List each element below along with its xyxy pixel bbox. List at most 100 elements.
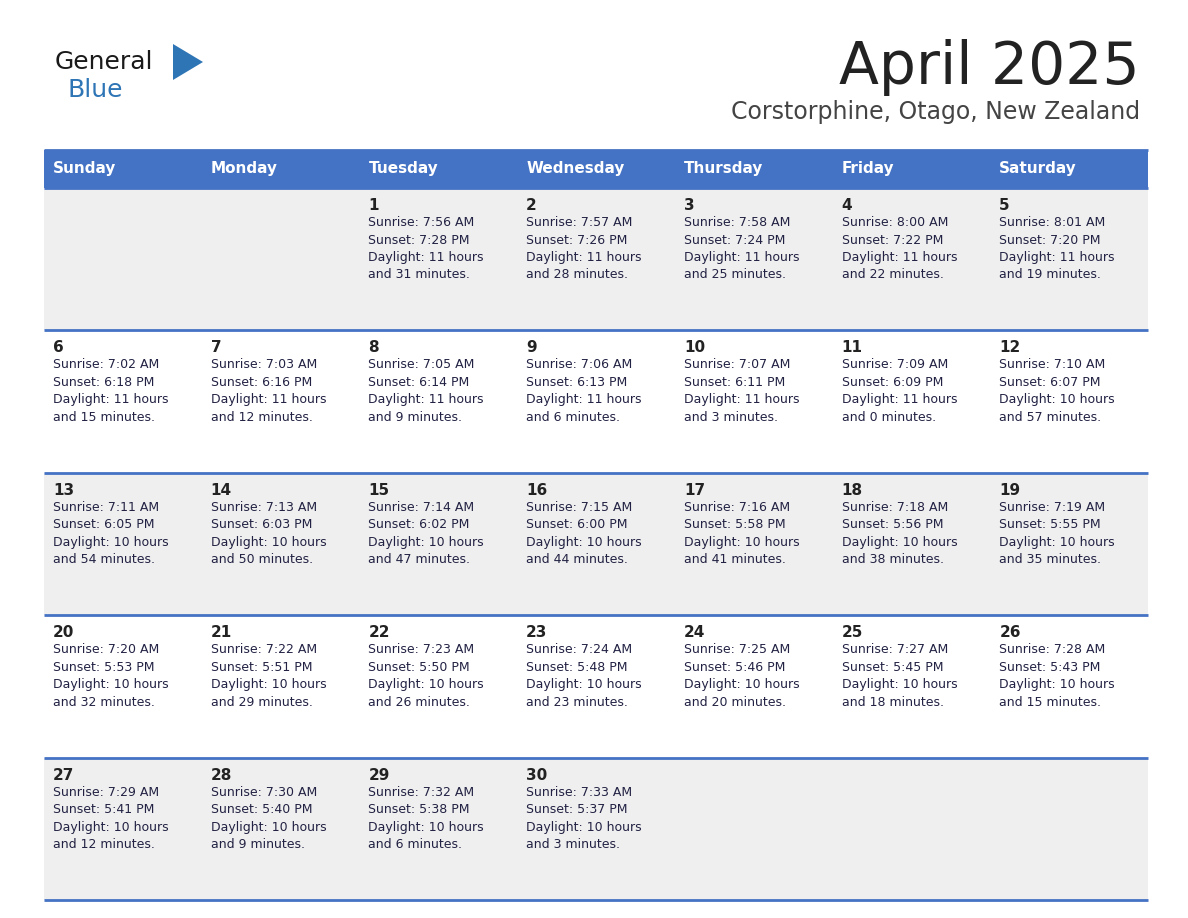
Text: 12: 12 bbox=[999, 341, 1020, 355]
Text: Sunrise: 7:09 AM
Sunset: 6:09 PM
Daylight: 11 hours
and 0 minutes.: Sunrise: 7:09 AM Sunset: 6:09 PM Dayligh… bbox=[841, 358, 958, 424]
Text: 21: 21 bbox=[210, 625, 232, 640]
Text: 26: 26 bbox=[999, 625, 1020, 640]
Bar bbox=[44, 473, 202, 615]
Text: Sunrise: 8:01 AM
Sunset: 7:20 PM
Daylight: 11 hours
and 19 minutes.: Sunrise: 8:01 AM Sunset: 7:20 PM Dayligh… bbox=[999, 216, 1114, 282]
Bar bbox=[44, 757, 202, 900]
Bar bbox=[44, 615, 202, 757]
Text: Friday: Friday bbox=[841, 162, 895, 176]
Text: Sunrise: 7:15 AM
Sunset: 6:00 PM
Daylight: 10 hours
and 44 minutes.: Sunrise: 7:15 AM Sunset: 6:00 PM Dayligh… bbox=[526, 501, 642, 566]
Text: Sunrise: 7:23 AM
Sunset: 5:50 PM
Daylight: 10 hours
and 26 minutes.: Sunrise: 7:23 AM Sunset: 5:50 PM Dayligh… bbox=[368, 644, 484, 709]
Text: Corstorphine, Otago, New Zealand: Corstorphine, Otago, New Zealand bbox=[731, 100, 1140, 124]
Bar bbox=[991, 615, 1148, 757]
Text: 11: 11 bbox=[841, 341, 862, 355]
Bar bbox=[833, 150, 991, 188]
Bar bbox=[991, 757, 1148, 900]
Text: Sunrise: 7:28 AM
Sunset: 5:43 PM
Daylight: 10 hours
and 15 minutes.: Sunrise: 7:28 AM Sunset: 5:43 PM Dayligh… bbox=[999, 644, 1114, 709]
Text: Sunrise: 7:22 AM
Sunset: 5:51 PM
Daylight: 10 hours
and 29 minutes.: Sunrise: 7:22 AM Sunset: 5:51 PM Dayligh… bbox=[210, 644, 327, 709]
Text: Sunrise: 7:13 AM
Sunset: 6:03 PM
Daylight: 10 hours
and 50 minutes.: Sunrise: 7:13 AM Sunset: 6:03 PM Dayligh… bbox=[210, 501, 327, 566]
Text: 24: 24 bbox=[684, 625, 706, 640]
Bar bbox=[202, 473, 360, 615]
Bar bbox=[833, 188, 991, 330]
Text: 20: 20 bbox=[53, 625, 75, 640]
Bar bbox=[991, 473, 1148, 615]
Text: Thursday: Thursday bbox=[684, 162, 763, 176]
Text: 4: 4 bbox=[841, 198, 852, 213]
Text: Saturday: Saturday bbox=[999, 162, 1078, 176]
Bar bbox=[517, 615, 675, 757]
Text: 18: 18 bbox=[841, 483, 862, 498]
Text: Sunrise: 8:00 AM
Sunset: 7:22 PM
Daylight: 11 hours
and 22 minutes.: Sunrise: 8:00 AM Sunset: 7:22 PM Dayligh… bbox=[841, 216, 958, 282]
Text: Sunrise: 7:30 AM
Sunset: 5:40 PM
Daylight: 10 hours
and 9 minutes.: Sunrise: 7:30 AM Sunset: 5:40 PM Dayligh… bbox=[210, 786, 327, 851]
Text: Sunrise: 7:03 AM
Sunset: 6:16 PM
Daylight: 11 hours
and 12 minutes.: Sunrise: 7:03 AM Sunset: 6:16 PM Dayligh… bbox=[210, 358, 327, 424]
Bar bbox=[675, 188, 833, 330]
Bar bbox=[833, 330, 991, 473]
Text: Sunrise: 7:29 AM
Sunset: 5:41 PM
Daylight: 10 hours
and 12 minutes.: Sunrise: 7:29 AM Sunset: 5:41 PM Dayligh… bbox=[53, 786, 169, 851]
Bar bbox=[360, 188, 517, 330]
Bar bbox=[44, 188, 202, 330]
Bar bbox=[991, 188, 1148, 330]
Bar bbox=[202, 150, 360, 188]
Text: 9: 9 bbox=[526, 341, 537, 355]
Bar bbox=[833, 757, 991, 900]
Text: Sunrise: 7:27 AM
Sunset: 5:45 PM
Daylight: 10 hours
and 18 minutes.: Sunrise: 7:27 AM Sunset: 5:45 PM Dayligh… bbox=[841, 644, 958, 709]
Text: 1: 1 bbox=[368, 198, 379, 213]
Text: Sunrise: 7:32 AM
Sunset: 5:38 PM
Daylight: 10 hours
and 6 minutes.: Sunrise: 7:32 AM Sunset: 5:38 PM Dayligh… bbox=[368, 786, 484, 851]
Bar bbox=[675, 757, 833, 900]
Text: Sunrise: 7:57 AM
Sunset: 7:26 PM
Daylight: 11 hours
and 28 minutes.: Sunrise: 7:57 AM Sunset: 7:26 PM Dayligh… bbox=[526, 216, 642, 282]
Bar bbox=[44, 150, 202, 188]
Text: 17: 17 bbox=[684, 483, 704, 498]
Bar bbox=[833, 615, 991, 757]
Bar bbox=[675, 615, 833, 757]
Bar bbox=[517, 188, 675, 330]
Bar bbox=[833, 473, 991, 615]
Bar bbox=[360, 150, 517, 188]
Text: Sunrise: 7:06 AM
Sunset: 6:13 PM
Daylight: 11 hours
and 6 minutes.: Sunrise: 7:06 AM Sunset: 6:13 PM Dayligh… bbox=[526, 358, 642, 424]
Text: 25: 25 bbox=[841, 625, 862, 640]
Bar bbox=[202, 188, 360, 330]
Bar bbox=[360, 615, 517, 757]
Text: Sunrise: 7:02 AM
Sunset: 6:18 PM
Daylight: 11 hours
and 15 minutes.: Sunrise: 7:02 AM Sunset: 6:18 PM Dayligh… bbox=[53, 358, 169, 424]
Text: Sunrise: 7:10 AM
Sunset: 6:07 PM
Daylight: 10 hours
and 57 minutes.: Sunrise: 7:10 AM Sunset: 6:07 PM Dayligh… bbox=[999, 358, 1114, 424]
Text: 2: 2 bbox=[526, 198, 537, 213]
Text: General: General bbox=[55, 50, 153, 74]
Text: Blue: Blue bbox=[67, 78, 122, 102]
Text: Sunrise: 7:19 AM
Sunset: 5:55 PM
Daylight: 10 hours
and 35 minutes.: Sunrise: 7:19 AM Sunset: 5:55 PM Dayligh… bbox=[999, 501, 1114, 566]
Text: Sunrise: 7:05 AM
Sunset: 6:14 PM
Daylight: 11 hours
and 9 minutes.: Sunrise: 7:05 AM Sunset: 6:14 PM Dayligh… bbox=[368, 358, 484, 424]
Bar bbox=[44, 330, 202, 473]
Bar bbox=[202, 757, 360, 900]
Bar bbox=[675, 473, 833, 615]
Bar bbox=[517, 473, 675, 615]
Text: Sunrise: 7:33 AM
Sunset: 5:37 PM
Daylight: 10 hours
and 3 minutes.: Sunrise: 7:33 AM Sunset: 5:37 PM Dayligh… bbox=[526, 786, 642, 851]
Bar bbox=[360, 473, 517, 615]
Text: 19: 19 bbox=[999, 483, 1020, 498]
Bar bbox=[360, 330, 517, 473]
Text: 3: 3 bbox=[684, 198, 695, 213]
Text: Tuesday: Tuesday bbox=[368, 162, 438, 176]
Text: 30: 30 bbox=[526, 767, 548, 783]
Text: 7: 7 bbox=[210, 341, 221, 355]
Text: Sunrise: 7:14 AM
Sunset: 6:02 PM
Daylight: 10 hours
and 47 minutes.: Sunrise: 7:14 AM Sunset: 6:02 PM Dayligh… bbox=[368, 501, 484, 566]
Bar bbox=[517, 150, 675, 188]
Text: 28: 28 bbox=[210, 767, 232, 783]
Text: 14: 14 bbox=[210, 483, 232, 498]
Text: Sunrise: 7:58 AM
Sunset: 7:24 PM
Daylight: 11 hours
and 25 minutes.: Sunrise: 7:58 AM Sunset: 7:24 PM Dayligh… bbox=[684, 216, 800, 282]
Text: 5: 5 bbox=[999, 198, 1010, 213]
Bar bbox=[202, 615, 360, 757]
Text: 22: 22 bbox=[368, 625, 390, 640]
Text: 10: 10 bbox=[684, 341, 704, 355]
Text: 6: 6 bbox=[53, 341, 64, 355]
Text: 13: 13 bbox=[53, 483, 74, 498]
Bar bbox=[675, 330, 833, 473]
Text: Monday: Monday bbox=[210, 162, 278, 176]
Text: 27: 27 bbox=[53, 767, 75, 783]
Bar bbox=[360, 757, 517, 900]
Text: Sunrise: 7:20 AM
Sunset: 5:53 PM
Daylight: 10 hours
and 32 minutes.: Sunrise: 7:20 AM Sunset: 5:53 PM Dayligh… bbox=[53, 644, 169, 709]
Text: 16: 16 bbox=[526, 483, 548, 498]
Text: Sunrise: 7:18 AM
Sunset: 5:56 PM
Daylight: 10 hours
and 38 minutes.: Sunrise: 7:18 AM Sunset: 5:56 PM Dayligh… bbox=[841, 501, 958, 566]
Bar bbox=[675, 150, 833, 188]
Text: Wednesday: Wednesday bbox=[526, 162, 625, 176]
Text: Sunrise: 7:16 AM
Sunset: 5:58 PM
Daylight: 10 hours
and 41 minutes.: Sunrise: 7:16 AM Sunset: 5:58 PM Dayligh… bbox=[684, 501, 800, 566]
Bar bbox=[991, 330, 1148, 473]
Bar bbox=[517, 330, 675, 473]
Text: Sunrise: 7:25 AM
Sunset: 5:46 PM
Daylight: 10 hours
and 20 minutes.: Sunrise: 7:25 AM Sunset: 5:46 PM Dayligh… bbox=[684, 644, 800, 709]
